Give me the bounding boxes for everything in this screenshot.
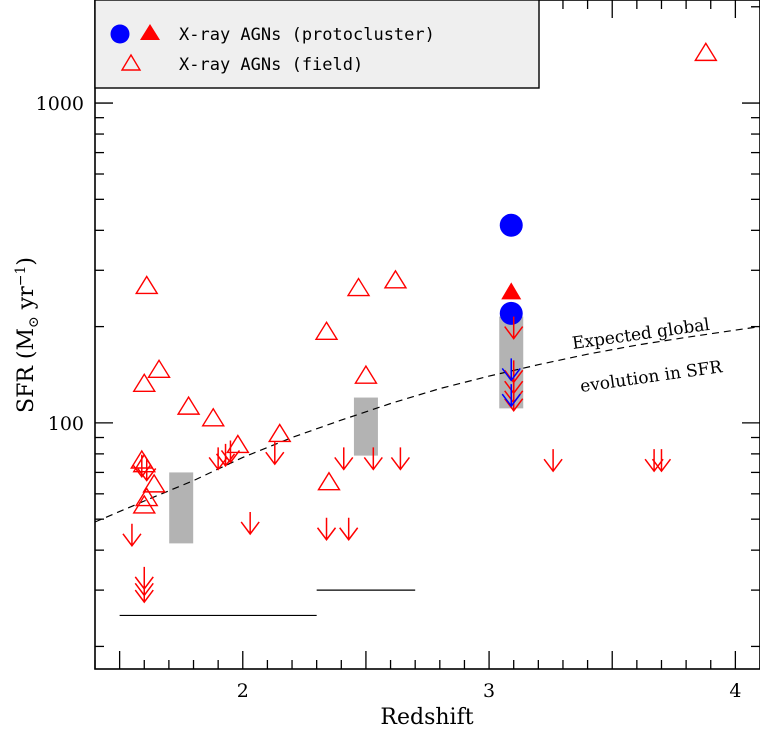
series-1-point-0: [501, 282, 522, 300]
y-axis-title: SFR (M⊙ yr−1): [13, 257, 42, 413]
series-3-point-9: [265, 442, 285, 466]
legend-label-field: X-ray AGNs (field): [179, 55, 363, 75]
x-tick-label: 2: [237, 680, 249, 702]
x-tick-label: 4: [729, 680, 741, 702]
series-0-point-1: [499, 301, 523, 325]
series-3-point-18: [651, 449, 672, 473]
y-axis-title-end: ): [14, 257, 39, 266]
expected-sfr-curve: [94, 326, 760, 523]
series-2-point-11: [132, 494, 157, 514]
series-3-point-15: [390, 447, 411, 471]
series-2-point-13: [346, 277, 371, 297]
series-2-point-15: [354, 364, 378, 384]
series-3-point-5: [137, 458, 157, 482]
legend-blue-circle-marker: [110, 24, 130, 44]
gray-band-1: [353, 397, 378, 456]
gray-bands: [169, 316, 524, 544]
series-2-point-6: [267, 423, 292, 443]
axis-ticks: 2 3 4 100 1000: [36, 0, 760, 702]
series-2-point-4: [201, 407, 225, 427]
series-0-point-0: [499, 213, 523, 237]
annotation-line-1: Expected global: [571, 315, 711, 354]
x-axis-title: Redshift: [380, 705, 473, 730]
series-3-point-13: [334, 447, 354, 471]
legend: X-ray AGNs (protocluster) X-ray AGNs (fi…: [94, 0, 540, 89]
series-3-point-14: [363, 447, 383, 471]
y-tick-label: 1000: [36, 93, 84, 115]
legend-label-protocluster: X-ray AGNs (protocluster): [179, 25, 435, 45]
series-2-point-10: [134, 487, 159, 507]
series-2-point-2: [147, 358, 171, 379]
series-3-point-11: [316, 517, 337, 541]
series-2-point-9: [142, 473, 166, 493]
series-3-point-16: [543, 449, 563, 473]
y-axis-title-sub: ⊙: [26, 316, 42, 328]
y-axis-title-mid: yr: [14, 286, 39, 316]
series-4-point-0: [504, 316, 524, 340]
series-3-point-12: [339, 517, 359, 541]
y-axis-title-sup: −1: [13, 266, 29, 287]
series-2-point-8: [132, 453, 157, 473]
series-2-point-12: [314, 320, 339, 340]
series-3-point-8: [220, 440, 241, 464]
series-2-point-1: [132, 372, 157, 393]
series-2-point-17: [694, 42, 718, 62]
x-tick-label: 3: [483, 680, 495, 702]
series-5-point-0: [501, 358, 521, 382]
annotation-line-2: evolution in SFR: [579, 357, 725, 397]
series-3-point-6: [208, 447, 228, 471]
series-2-point-16: [317, 471, 341, 491]
series-5-point-1: [501, 384, 521, 408]
data-points: [122, 42, 718, 604]
legend-red-filled-triangle-marker: [140, 24, 160, 40]
redshift-range-lines: [119, 589, 416, 617]
legend-red-open-triangle-marker: [120, 53, 142, 71]
series-3-point-3: [134, 566, 154, 591]
series-2-point-3: [176, 395, 201, 415]
curve-annotation: Expected global evolution in SFR: [571, 315, 725, 397]
series-2-point-0: [134, 275, 159, 295]
y-axis-title-main: SFR (M: [14, 328, 39, 413]
gray-band-0: [169, 472, 194, 544]
series-3-point-10: [240, 511, 260, 536]
series-4-point-4: [504, 388, 524, 412]
y-tick-label: 100: [48, 413, 84, 435]
series-3-point-0: [122, 523, 142, 548]
plot-frame: [94, 0, 760, 670]
series-2-point-14: [383, 269, 408, 289]
legend-box: [94, 0, 540, 89]
